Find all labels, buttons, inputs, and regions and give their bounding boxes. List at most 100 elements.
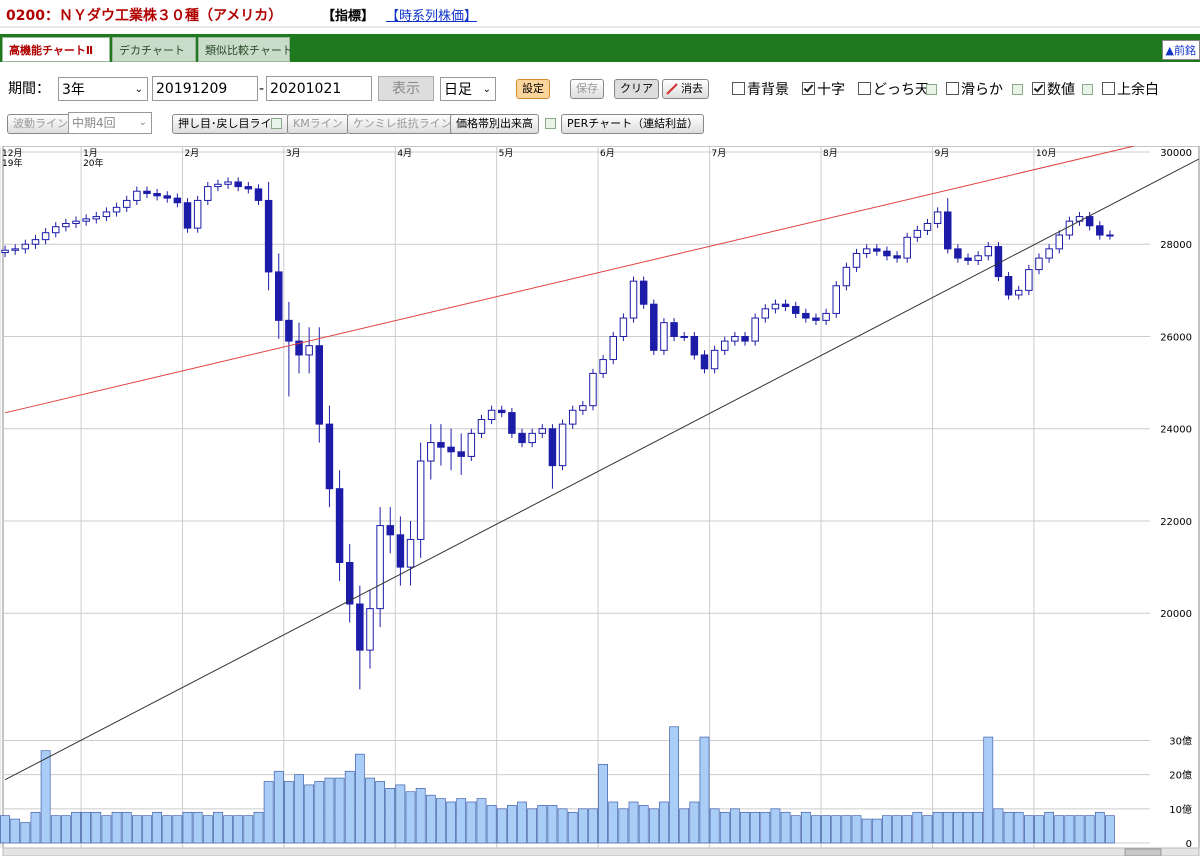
x-tick-label: 4月 (397, 148, 412, 159)
volume-bar (709, 808, 720, 844)
y-tick-label: 28000 (1160, 240, 1192, 251)
erase-label: 消去 (681, 82, 703, 95)
save-button[interactable]: 保存 (570, 79, 604, 99)
candle-body (254, 188, 263, 201)
period-select[interactable]: 3年 ⌄ (58, 77, 148, 101)
y-tick-label: 30000 (1160, 148, 1192, 159)
x-tick-label: 5月 (499, 148, 514, 159)
checkbox[interactable]: 数値 (1032, 80, 1075, 100)
volume-bar (1034, 815, 1044, 844)
chart: 20000 22000 24000 26000 28000 30000 0 10億 20億 30億… (0, 146, 1200, 856)
volume-bar (932, 811, 943, 844)
timeseries-link[interactable]: 【時系列株価】 (386, 9, 478, 24)
volume-bar (750, 811, 761, 844)
volume-bar (10, 818, 21, 844)
volume-bar (1023, 815, 1034, 844)
candle-body (356, 603, 364, 651)
candle-body (1045, 248, 1053, 259)
volume-bar (1094, 811, 1105, 844)
candle-body (862, 248, 871, 254)
candle-body (528, 432, 536, 444)
volume-bar (648, 808, 659, 844)
candle-body (538, 428, 547, 434)
candle-body (579, 405, 587, 411)
checkbox[interactable]: 上余白 (1102, 80, 1159, 100)
clear-button[interactable]: クリア (614, 79, 659, 99)
volume-bar (1074, 815, 1085, 844)
start-input[interactable]: 20191209 (152, 76, 258, 101)
volume-tick-label: 10億 (1169, 803, 1192, 816)
candle-body (964, 257, 972, 261)
candle-body (568, 409, 577, 425)
volume-bar (50, 815, 61, 844)
candle-body (984, 246, 993, 257)
show-button[interactable]: 表示 (378, 76, 434, 101)
tool-button[interactable]: 押し目･戻し目ライン (172, 114, 289, 134)
volume-bar (963, 811, 973, 844)
help-icon[interactable] (1012, 84, 1023, 95)
candle-body (335, 488, 344, 563)
candle-body (731, 335, 739, 342)
volume-bar (344, 770, 355, 844)
checkbox[interactable]: 十字 (802, 80, 845, 100)
tab[interactable]: 高機能チャートⅡ (2, 37, 110, 62)
checkbox-box[interactable] (802, 82, 815, 95)
checkbox-box[interactable] (946, 82, 959, 95)
candle-body (52, 226, 60, 234)
interval-select[interactable]: 日足 ⌄ (440, 77, 496, 101)
checkbox-label: 滑らか (961, 82, 1003, 98)
volume-bar (567, 811, 578, 844)
candle-body (305, 345, 313, 356)
candle-body (487, 409, 496, 421)
tool-button[interactable]: ケンミレ抵抗ライン (347, 114, 458, 134)
checkbox[interactable]: 滑らか (946, 80, 1003, 100)
candle-body (122, 199, 131, 208)
candle-body (923, 222, 932, 231)
checkbox-box[interactable] (732, 82, 745, 95)
candle-body (224, 181, 232, 185)
volume-bar (375, 781, 385, 844)
tool-button[interactable]: PERチャート（連結利益） (561, 114, 705, 134)
checkbox-box[interactable] (1032, 82, 1045, 95)
candle-body (82, 218, 90, 222)
volume-bar (527, 808, 538, 844)
settings-button[interactable]: 設定 (516, 79, 550, 99)
checkbox[interactable]: どっち天 (858, 80, 929, 100)
volume-bar (30, 811, 41, 844)
help-icon[interactable] (926, 84, 937, 95)
end-input[interactable]: 20201021 (266, 76, 372, 101)
candle-body (781, 303, 790, 308)
tool-button[interactable]: 価格帯別出来高 (450, 114, 539, 134)
candle-body (1085, 216, 1094, 227)
volume-bar (628, 801, 639, 844)
indicator-link[interactable]: 【指標】 (322, 9, 375, 24)
checkbox-box[interactable] (858, 82, 871, 95)
volume-tick-label: 0 (1186, 839, 1192, 850)
wave-period-select[interactable]: 中期4回 ⌄ (68, 112, 152, 134)
volume-bar (385, 788, 396, 844)
period-label: 期間： (8, 81, 50, 97)
help-icon[interactable] (271, 118, 282, 129)
checkbox-box[interactable] (1102, 82, 1115, 95)
prev-brand-button[interactable]: ▲前銘 (1161, 40, 1200, 60)
help-icon[interactable] (545, 118, 556, 129)
help-icon[interactable] (1082, 84, 1093, 95)
volume-bar (456, 798, 467, 844)
wave-period-value: 中期4回 (72, 116, 116, 130)
volume-tick-label: 20億 (1169, 769, 1192, 782)
volume-bar (284, 781, 294, 844)
volume-bar (436, 798, 446, 844)
volume-bar (537, 805, 548, 844)
tool-button[interactable]: KMライン (287, 114, 349, 134)
volume-bar (263, 781, 274, 844)
volume-bar (780, 811, 791, 844)
candle-body (193, 199, 202, 229)
checkbox[interactable]: 青背景 (732, 80, 789, 100)
erase-button[interactable]: 消去 (662, 79, 709, 99)
tab[interactable]: 類似比較チャート (198, 37, 293, 62)
divider (0, 26, 1200, 28)
x-tick-label: 7月 (712, 148, 727, 159)
wave-line-button[interactable]: 波動ライン (7, 114, 74, 134)
tab[interactable]: デカチャート (112, 37, 196, 62)
candle-body (295, 340, 303, 356)
